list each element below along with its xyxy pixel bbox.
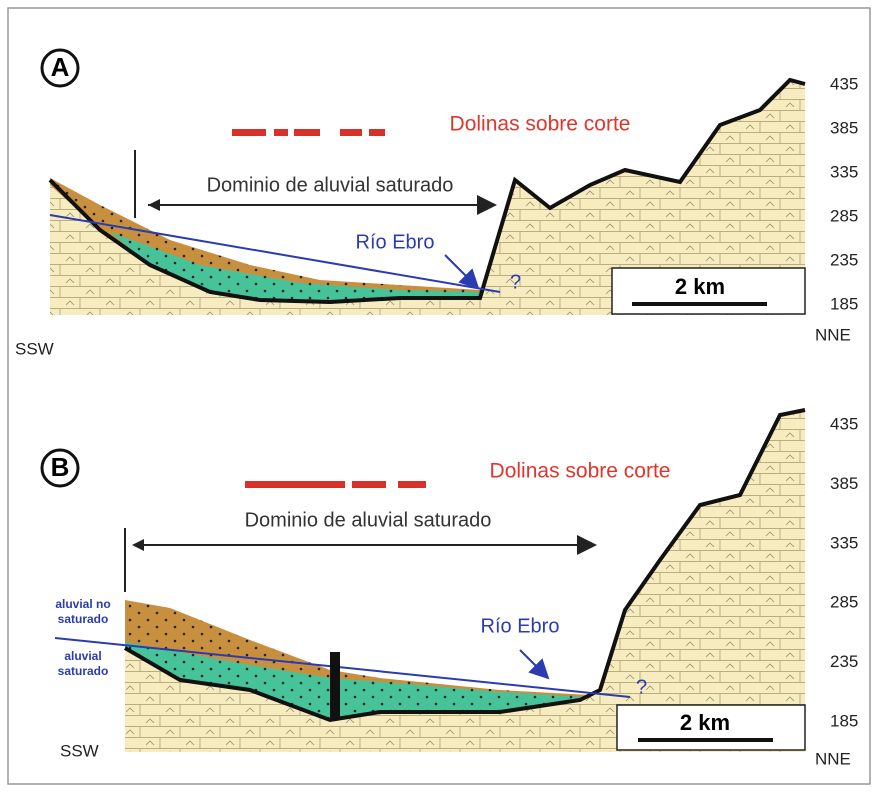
sinkhole-marks bbox=[232, 129, 385, 136]
river-label: Río Ebro bbox=[481, 615, 560, 637]
elevation-label: 435 bbox=[830, 74, 858, 93]
figure: A Dolinas sobre corte Dominio de aluvial… bbox=[0, 0, 879, 793]
sinkholes-label: Dolinas sobre corte bbox=[450, 113, 631, 136]
river-label: Río Ebro bbox=[356, 231, 435, 253]
saturated-label: aluvial bbox=[64, 649, 101, 663]
river-arrow bbox=[520, 650, 548, 678]
elevation-label: 385 bbox=[830, 118, 858, 137]
elevation-label: 385 bbox=[830, 474, 858, 493]
right-direction: NNE bbox=[815, 749, 851, 768]
elevation-label: 185 bbox=[830, 711, 858, 730]
arrow-head bbox=[148, 199, 160, 211]
elevation-label: 285 bbox=[830, 593, 858, 612]
scale-label: 2 km bbox=[675, 274, 725, 299]
arrow-head bbox=[132, 539, 144, 551]
panel-label: A bbox=[51, 52, 70, 82]
sinkhole-marks bbox=[245, 481, 426, 488]
elevation-label: 285 bbox=[830, 206, 858, 225]
question-mark: ? bbox=[636, 676, 647, 698]
domain-label: Dominio de aluvial saturado bbox=[207, 174, 454, 196]
left-direction: SSW bbox=[60, 741, 99, 760]
elevation-label: 185 bbox=[830, 294, 858, 313]
borehole bbox=[330, 652, 340, 720]
panel-label: B bbox=[51, 452, 70, 482]
question-mark: ? bbox=[510, 271, 521, 293]
saturated-label: saturado bbox=[58, 664, 109, 678]
scale-label: 2 km bbox=[680, 710, 730, 735]
elevation-label: 335 bbox=[830, 533, 858, 552]
elevation-label: 435 bbox=[830, 414, 858, 433]
unsaturated-label: saturado bbox=[58, 612, 109, 626]
sinkholes-label: Dolinas sobre corte bbox=[490, 460, 671, 483]
unsaturated-label: aluvial no bbox=[55, 597, 110, 611]
elevation-label: 235 bbox=[830, 250, 858, 269]
elevation-label: 235 bbox=[830, 652, 858, 671]
left-direction: SSW bbox=[15, 339, 54, 358]
panel-a: A Dolinas sobre corte Dominio de aluvial… bbox=[15, 50, 851, 358]
elevation-label: 335 bbox=[830, 162, 858, 181]
right-direction: NNE bbox=[815, 325, 851, 344]
domain-label: Dominio de aluvial saturado bbox=[245, 509, 492, 531]
panel-b: B Dolinas sobre corte Dominio de aluvial… bbox=[42, 410, 851, 768]
